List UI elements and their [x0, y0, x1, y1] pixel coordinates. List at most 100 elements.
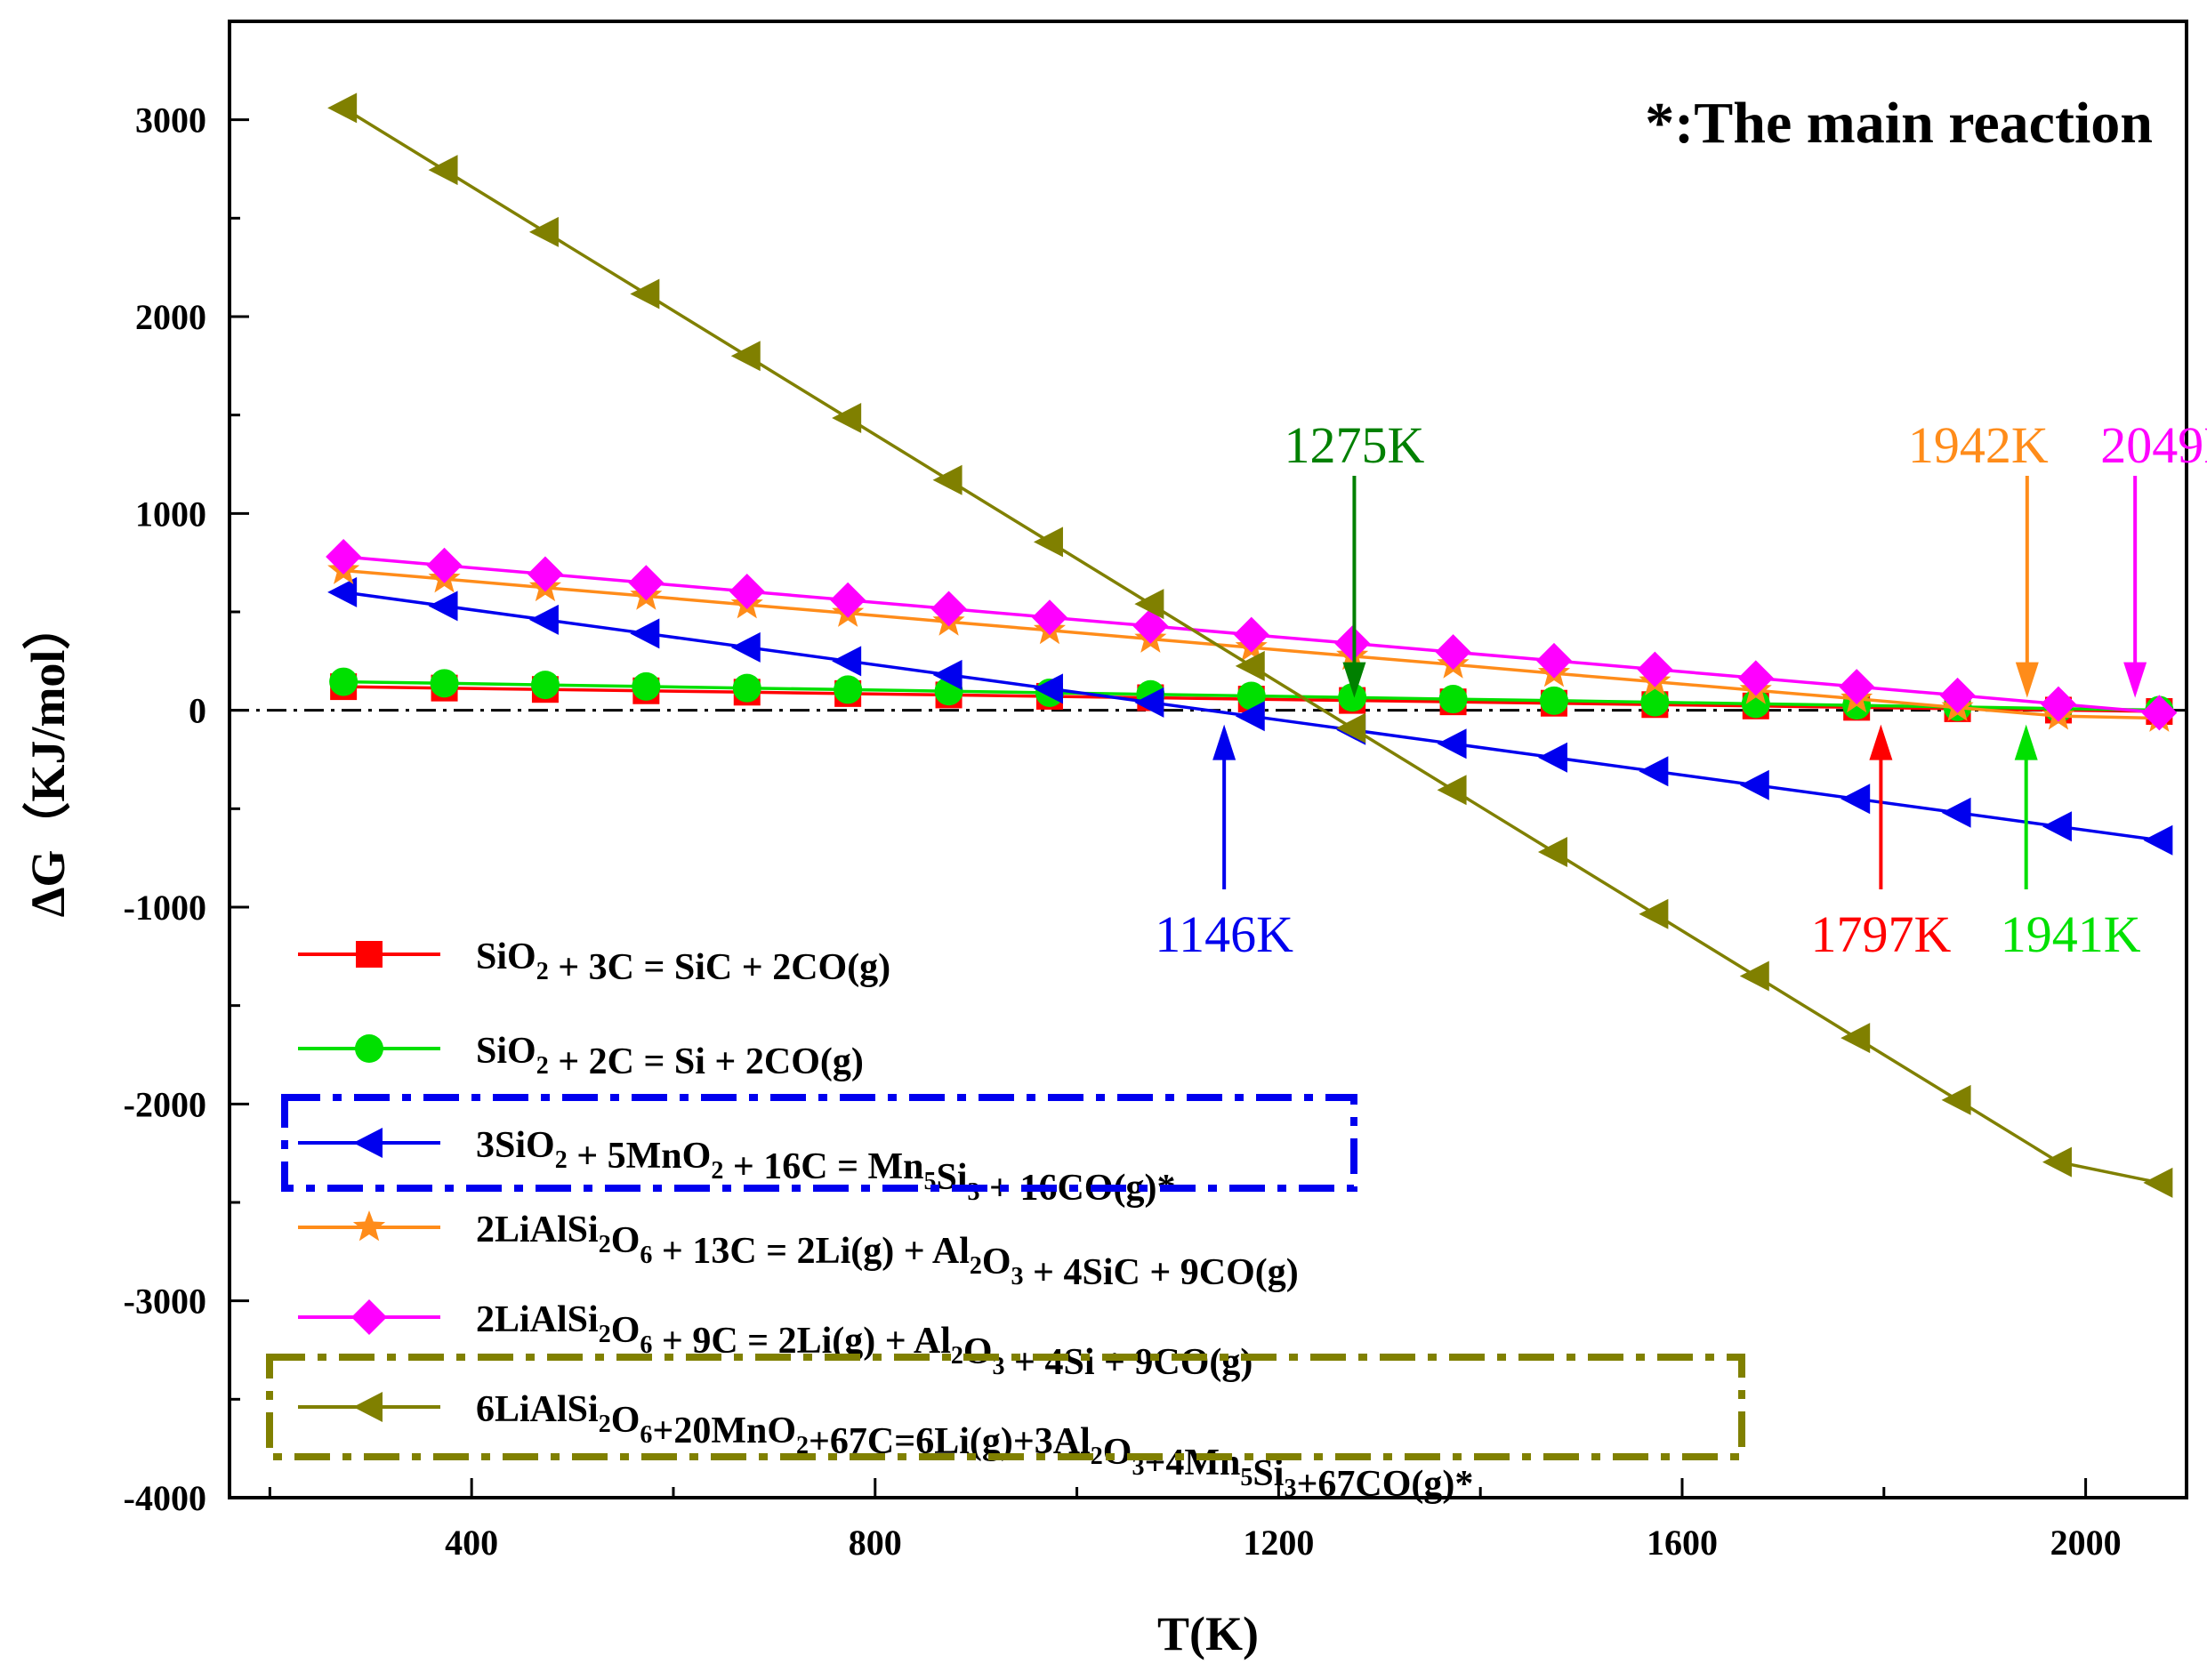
annotation-arrowhead [1342, 662, 1366, 698]
legend-text-part: + 2C = Si + 2CO(g) [549, 1041, 864, 1082]
legend-label: 6LiAlSi2O6+20MnO2+67C=6Li(g)+3Al2O3+4Mn5… [476, 1389, 1473, 1505]
data-point [632, 671, 661, 701]
legend-label: SiO2 + 3C = SiC + 2CO(g) [476, 936, 890, 988]
legend-subscript: 3 [1284, 1475, 1296, 1502]
data-point [628, 565, 665, 601]
data-point [1033, 673, 1063, 704]
data-point [729, 573, 765, 609]
y-tick-label: -2000 [124, 1084, 206, 1124]
legend-text-part: + 4Si + 9CO(g) [1005, 1342, 1253, 1383]
annotation-label: 2049K [2100, 416, 2207, 474]
y-tick-label: -4000 [124, 1478, 206, 1518]
data-point [1437, 728, 1467, 760]
data-point [1640, 687, 1670, 717]
x-tick-label: 1200 [1243, 1523, 1314, 1563]
data-point [1537, 837, 1567, 868]
legend-subscript: 3 [968, 1178, 980, 1206]
legend-text-part: O [1103, 1432, 1132, 1473]
annotation-arrowhead [2015, 662, 2039, 698]
legend-text-part: + 5MnO [568, 1136, 712, 1177]
legend-subscript: 2 [970, 1252, 982, 1280]
data-point [528, 216, 559, 247]
legend-text-part: O [963, 1331, 993, 1372]
legend-text-part: Si [937, 1157, 968, 1198]
legend-subscript: 2 [951, 1342, 963, 1370]
data-point [1839, 669, 1875, 705]
data-point [1941, 1084, 1971, 1115]
annotation-1797K: 1797K [1810, 724, 1951, 963]
data-point [630, 618, 660, 649]
data-point [1438, 685, 1468, 714]
data-point [1941, 797, 1971, 828]
annotation-1146K: 1146K [1155, 724, 1293, 963]
y-tick-label: 3000 [135, 100, 206, 141]
legend-text-part: SiO [476, 936, 536, 977]
series-group [326, 92, 2178, 1198]
legend: SiO2 + 3C = SiC + 2CO(g)SiO2 + 2C = Si +… [266, 936, 1745, 1505]
legend-marker [353, 1392, 383, 1422]
data-point [326, 539, 362, 575]
data-point [1841, 1023, 1871, 1054]
data-point [1739, 769, 1769, 800]
legend-label: 3SiO2 + 5MnO2 + 16C = Mn5Si3 + 16CO(g)* [476, 1125, 1175, 1209]
legend-text-part: 3SiO [476, 1125, 555, 1166]
data-point [428, 591, 458, 622]
legend-marker [352, 1210, 386, 1242]
data-point [1334, 625, 1371, 662]
legend-text-part: + 13C = 2Li(g) + Al [652, 1231, 969, 1272]
annotation-arrowhead [1212, 724, 1236, 760]
data-point [1537, 742, 1567, 773]
annotation-label: 1146K [1155, 905, 1293, 963]
legend-label: SiO2 + 2C = Si + 2CO(g) [476, 1031, 864, 1082]
data-point [1639, 898, 1669, 929]
legend-marker [351, 1299, 387, 1335]
data-point [1637, 651, 1673, 687]
legend-subscript: 2 [536, 958, 549, 985]
legend-text-part: 2LiAlSi [476, 1210, 599, 1250]
main-reaction-box [266, 1354, 1745, 1460]
data-point [1236, 681, 1266, 711]
legend-label: 2LiAlSi2O6 + 13C = 2Li(g) + Al2O3 + 4SiC… [476, 1210, 1299, 1293]
data-point [2143, 1167, 2173, 1198]
legend-subscript: 2 [599, 1321, 611, 1348]
data-point [1535, 642, 1572, 679]
annotation-label: 1797K [1810, 905, 1951, 963]
data-point [1134, 589, 1164, 620]
axis-ticks: 400 800 1200 1600 2000 -4000 -3000 -2000 -1000 0 1… [124, 100, 2122, 1563]
annotation-arrowhead [2123, 662, 2147, 698]
data-point [832, 646, 862, 677]
legend-subscript: 2 [1091, 1443, 1103, 1470]
data-point [1739, 961, 1769, 992]
legend-text-part: O [611, 1220, 640, 1261]
annotation-arrowhead [1869, 724, 1893, 760]
data-point [327, 576, 358, 607]
annotation-group: 1275K 1942K 2049K 1146K 1797K 1941K [1155, 416, 2207, 963]
data-point [834, 675, 863, 704]
data-point [1132, 607, 1169, 644]
legend-text-part: + 3C = SiC + 2CO(g) [549, 947, 890, 988]
data-point [1435, 634, 1471, 671]
legend-text-part: +4Mn [1144, 1443, 1240, 1483]
data-point [1338, 683, 1367, 712]
x-tick-label: 800 [849, 1523, 902, 1563]
legend-subscript: 2 [536, 1052, 549, 1080]
legend-marker [355, 1034, 383, 1063]
legend-subscript: 2 [599, 1231, 611, 1258]
data-point [1841, 784, 1871, 815]
x-tick-label: 1600 [1647, 1523, 1718, 1563]
data-point [530, 671, 560, 700]
y-tick-label: 1000 [135, 494, 206, 534]
data-point [430, 669, 459, 698]
y-tick-label: -3000 [124, 1282, 206, 1322]
legend-marker [356, 941, 383, 968]
annotation-arrowhead [2014, 724, 2038, 760]
x-axis-title: T(K) [1157, 1607, 1259, 1660]
y-tick-label: 0 [189, 691, 206, 731]
legend-entry-5: 2LiAlSi2O6 + 9C = 2Li(g) + Al2O3 + 4Si +… [298, 1299, 1253, 1383]
data-point [2042, 811, 2072, 842]
data-point [329, 667, 358, 696]
legend-entry-2: SiO2 + 2C = Si + 2CO(g) [298, 1031, 864, 1082]
legend-subscript: 6 [640, 1331, 652, 1359]
data-point [630, 278, 660, 309]
